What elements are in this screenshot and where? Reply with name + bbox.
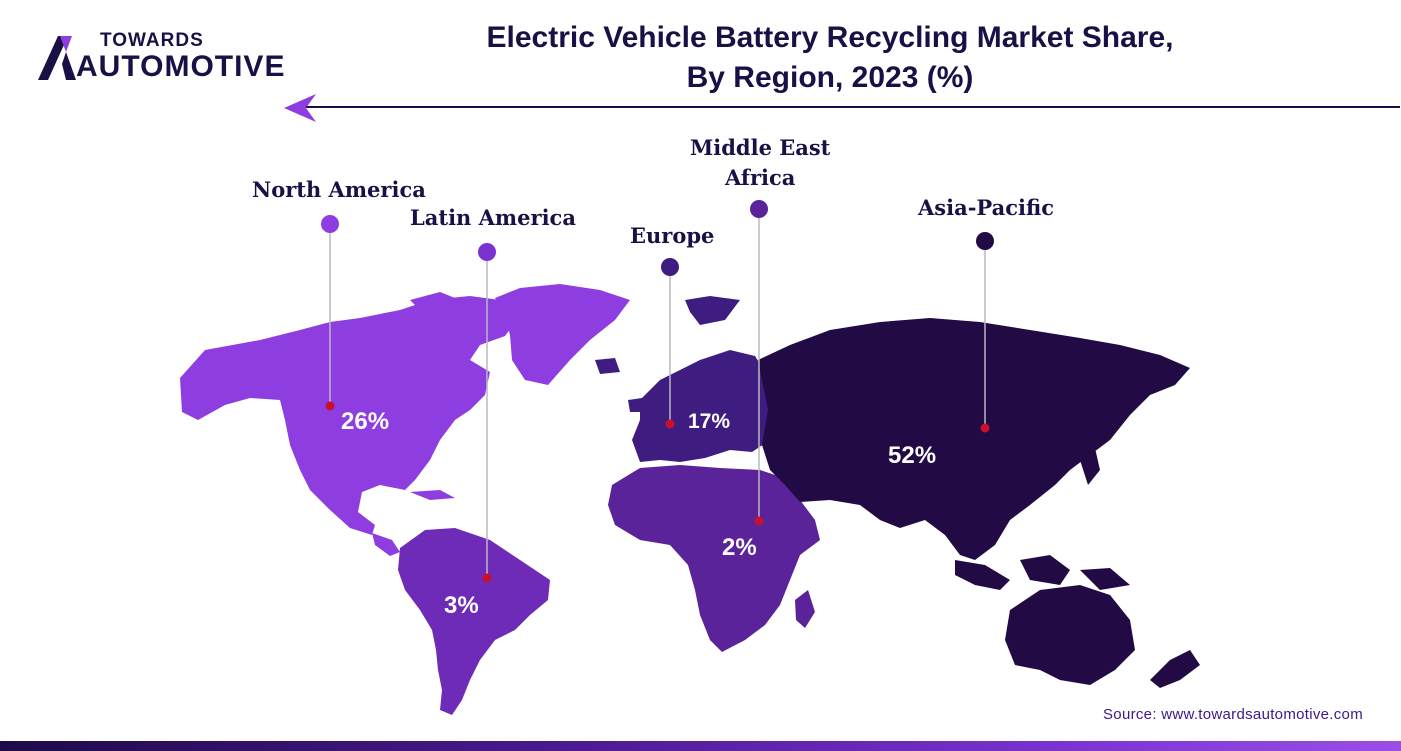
title-divider [306,106,1400,108]
chart-title-line1: Electric Vehicle Battery Recycling Marke… [486,21,1174,54]
region-north-america-shape [495,284,630,385]
marker-europe [661,258,679,276]
value-north-america: 26% [341,408,390,435]
label-mea-line2: Africa [724,165,796,190]
region-asia-pacific-shape [758,318,1190,560]
region-asia-pacific-shape [955,560,1010,590]
region-latin-america [398,528,550,715]
label-mea: Middle East Africa [690,133,830,193]
logo-text-top: TOWARDS [100,30,204,51]
brand-logo: TOWARDS AUTOMOTIVE [36,28,296,88]
point-asia-pacific [980,423,990,433]
label-europe: Europe [630,223,715,248]
marker-mea [750,200,768,218]
point-mea [754,516,764,526]
region-asia-pacific-shape [1150,650,1200,688]
region-asia-pacific-shape [1080,448,1100,485]
point-latin-america [482,573,492,583]
label-latin-america: Latin America [410,205,576,230]
region-europe-shape [685,296,740,325]
logo-text-bottom: AUTOMOTIVE [76,50,286,83]
region-middle-east-africa-shape [608,465,820,652]
source-note: Source: www.towardsautomotive.com [1103,706,1363,723]
region-europe-shape [632,350,775,462]
chart-title: Electric Vehicle Battery Recycling Marke… [330,18,1330,98]
region-europe-shape [628,398,644,412]
value-europe: 17% [688,410,731,433]
leader-lines [329,209,986,578]
marker-latin-america [478,243,496,261]
marker-north-america [321,215,339,233]
region-latin-america-shape [398,528,550,715]
bottom-accent-bar [0,741,1401,751]
region-north-america-shape [410,490,455,500]
region-north-america [180,284,630,556]
region-asia-pacific-shape [1005,585,1135,685]
chart-title-line2: By Region, 2023 (%) [686,61,974,94]
marker-asia-pacific [976,232,994,250]
region-middle-east-africa-shape [795,590,815,628]
point-europe [665,419,675,429]
value-mea: 2% [722,534,757,561]
region-europe-shape [595,358,620,374]
label-asia-pacific: Asia-Pacific [918,195,1055,220]
region-north-america-shape [180,296,520,535]
arrow-left-icon [284,94,316,122]
region-asia-pacific-shape [1080,568,1130,590]
region-europe [595,296,775,462]
region-asia-pacific-shape [1020,555,1070,585]
value-latin-america: 3% [444,592,479,619]
point-north-america [325,401,335,411]
region-asia-pacific [758,318,1200,688]
logo-mark-icon [38,36,76,80]
value-asia-pacific: 52% [888,442,937,469]
region-middle-east-africa [608,465,820,652]
label-north-america: North America [252,177,426,202]
region-north-america-shape [372,533,400,556]
label-mea-line1: Middle East [690,135,831,160]
region-north-america-shape [410,292,460,312]
